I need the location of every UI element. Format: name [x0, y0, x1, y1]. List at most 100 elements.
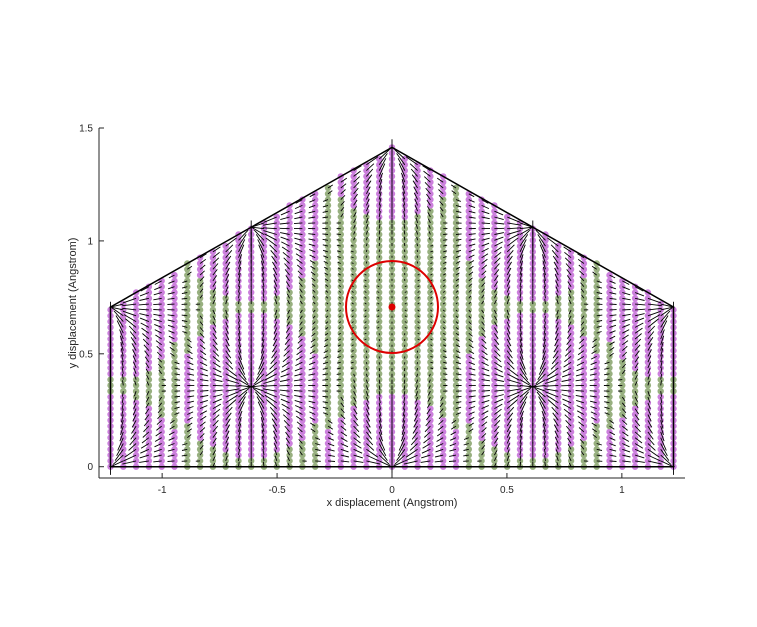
data-point [567, 382, 575, 389]
field-arrow [257, 401, 265, 415]
field-arrow [622, 454, 631, 458]
data-point [222, 318, 229, 325]
data-point [478, 254, 485, 261]
field-arrow [339, 315, 342, 318]
data-point [312, 353, 319, 360]
field-arrow [225, 267, 230, 276]
field-arrow [340, 183, 347, 189]
field-arrow [404, 321, 407, 323]
data-point [388, 353, 396, 360]
data-point [158, 428, 165, 436]
field-arrow [577, 253, 585, 259]
field-arrow [322, 406, 329, 410]
field-arrow [238, 387, 250, 398]
data-point [209, 382, 217, 389]
data-point [350, 382, 357, 389]
field-arrow [145, 402, 150, 409]
field-arrow [622, 280, 630, 285]
field-arrow [554, 333, 559, 341]
field-arrow [272, 267, 278, 276]
field-arrow [294, 204, 303, 210]
data-point [516, 382, 524, 389]
field-arrow [199, 410, 208, 415]
field-arrow [468, 406, 476, 410]
field-arrow [634, 374, 638, 380]
field-arrow [366, 431, 373, 440]
field-arrow [324, 278, 329, 282]
field-arrow [364, 326, 367, 329]
data-point [363, 190, 370, 197]
field-arrow [542, 423, 546, 433]
field-arrow [481, 410, 489, 415]
field-arrow [156, 419, 163, 425]
data-point [440, 376, 447, 383]
data-point [209, 306, 217, 314]
field-arrow [647, 307, 662, 311]
field-arrow [494, 443, 498, 450]
x-tick-label: -1 [158, 485, 167, 496]
field-arrow [455, 272, 460, 276]
field-arrow [660, 373, 663, 380]
data-point [363, 364, 370, 372]
field-arrow [365, 211, 369, 218]
field-arrow [295, 253, 303, 259]
data-point [427, 260, 434, 267]
field-arrow [238, 338, 242, 348]
x-tick-label: 1 [619, 485, 625, 496]
field-arrow [494, 251, 502, 259]
field-arrow [564, 414, 572, 421]
field-arrow [519, 309, 522, 316]
field-arrow [403, 217, 406, 223]
field-arrow [378, 230, 381, 235]
field-arrow [468, 210, 476, 214]
field-arrow [567, 281, 572, 287]
data-point [593, 300, 600, 308]
data-point [350, 376, 357, 383]
field-arrow [430, 361, 433, 364]
field-arrow [294, 373, 303, 377]
field-arrow [120, 341, 124, 351]
field-arrow [660, 454, 672, 465]
field-arrow [351, 338, 354, 341]
field-arrow [506, 250, 514, 258]
field-arrow [287, 456, 291, 462]
field-arrow [325, 284, 329, 288]
field-arrow [238, 401, 245, 415]
field-arrow [455, 266, 461, 270]
field-arrow [634, 362, 639, 369]
data-point [427, 306, 434, 314]
data-point [491, 324, 498, 331]
field-arrow [132, 414, 137, 422]
data-point [491, 306, 498, 314]
field-arrow [274, 286, 278, 293]
field-arrow [443, 344, 447, 347]
field-arrow [141, 327, 150, 334]
field-arrow [544, 298, 546, 305]
field-arrow [378, 204, 381, 212]
field-arrow [338, 321, 342, 324]
field-arrow [284, 425, 290, 433]
field-arrow [280, 373, 290, 378]
field-arrow [430, 291, 433, 293]
field-arrow [167, 319, 175, 323]
data-point [363, 254, 370, 261]
field-arrow [494, 236, 504, 241]
field-arrow [238, 260, 242, 270]
field-arrow [225, 361, 234, 370]
field-arrow [403, 460, 418, 465]
field-arrow [199, 258, 207, 264]
field-arrow [297, 264, 303, 270]
data-point [580, 376, 588, 383]
field-arrow [295, 247, 303, 253]
field-arrow [551, 356, 559, 365]
field-arrow [225, 455, 228, 462]
field-arrow [634, 414, 640, 421]
field-arrow [506, 449, 510, 456]
field-arrow [494, 425, 500, 433]
field-arrow [416, 367, 419, 371]
field-arrow [225, 412, 232, 421]
field-arrow [481, 276, 486, 282]
field-arrow [274, 321, 278, 328]
data-point [414, 306, 421, 314]
field-arrow [156, 425, 162, 431]
